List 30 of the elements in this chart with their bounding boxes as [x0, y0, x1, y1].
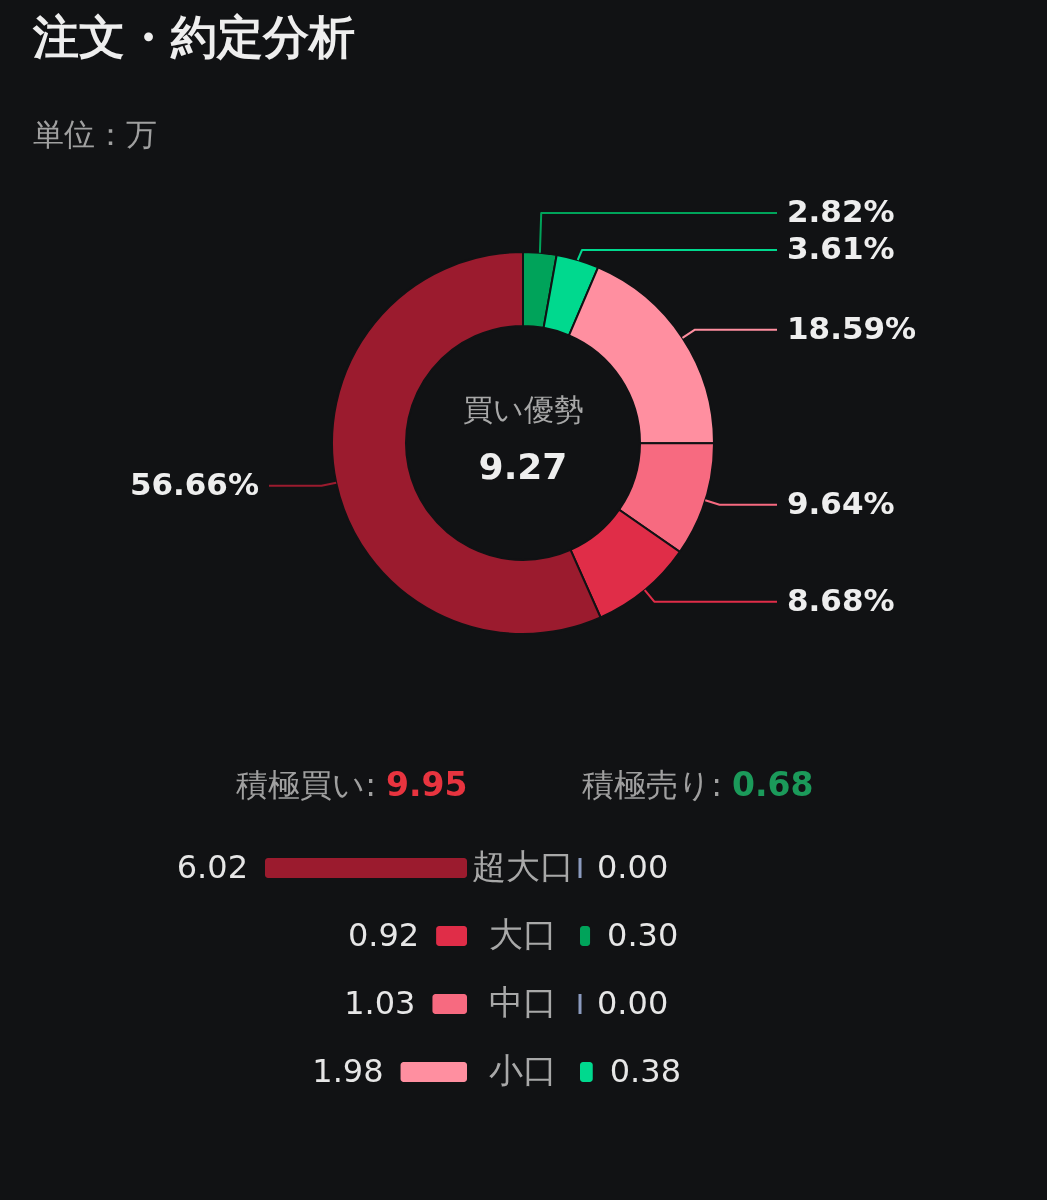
series-label: 積極買い:	[236, 766, 376, 804]
text: 9.27	[478, 446, 568, 487]
data-label: 0.30	[607, 916, 679, 954]
data-label: 56.66%	[129, 465, 259, 502]
data-label: 0.38	[609, 1052, 681, 1090]
data-label: 8.68%	[787, 581, 895, 618]
chart-title: 注文・約定分析	[32, 10, 355, 64]
y-tick-label: 大口	[489, 914, 557, 954]
text: 9.95	[386, 765, 468, 804]
text: 買い優勢	[462, 392, 584, 427]
data-label: 0.00	[597, 848, 669, 886]
bar	[436, 926, 467, 946]
data-label: 1.03	[344, 984, 416, 1022]
data-label: 3.61%	[787, 230, 895, 267]
data-label: 6.02	[176, 848, 248, 886]
y-tick-label: 小口	[489, 1050, 557, 1090]
chart-subtitle: 単位：万	[33, 116, 157, 152]
data-label: 1.98	[312, 1052, 384, 1090]
data-label: 18.59%	[787, 309, 917, 346]
bar	[432, 994, 467, 1014]
series-label: 積極売り:	[582, 766, 722, 804]
data-label: 9.64%	[787, 484, 895, 521]
bar	[265, 858, 467, 878]
text: 0.68	[732, 765, 814, 804]
data-label: 2.82%	[787, 193, 895, 230]
bar	[400, 1062, 467, 1082]
y-tick-label: 中口	[489, 982, 557, 1022]
data-label: 0.92	[347, 916, 420, 954]
y-tick-label: 超大口	[472, 846, 574, 886]
data-label: 0.00	[597, 984, 669, 1022]
